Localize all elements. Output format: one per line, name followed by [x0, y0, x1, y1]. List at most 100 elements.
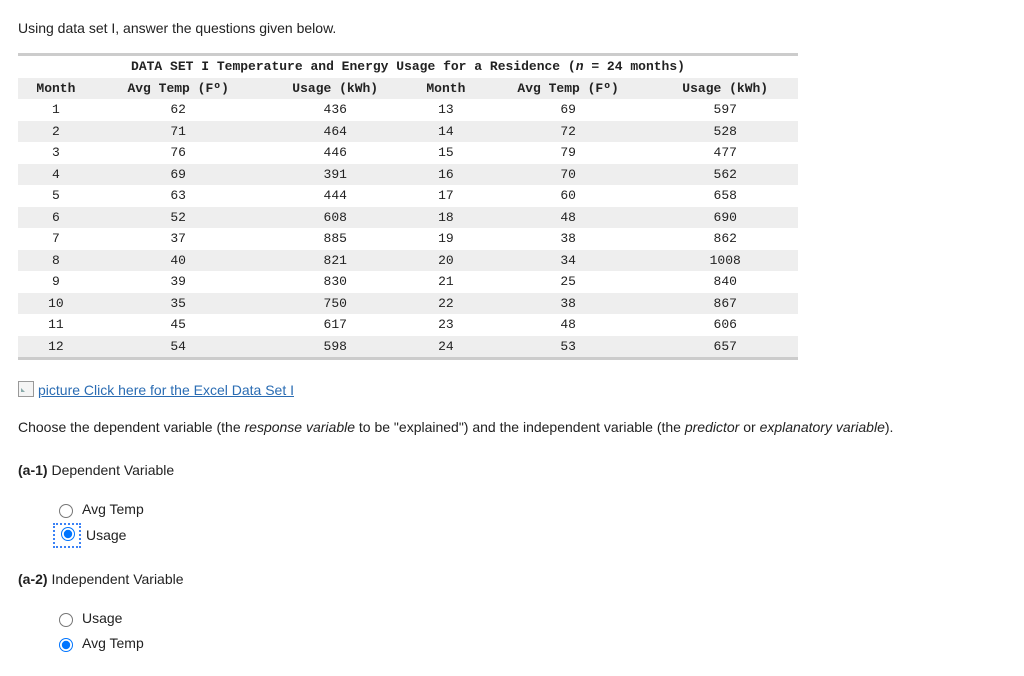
table-cell: 436 [262, 99, 407, 121]
table-cell: 72 [484, 121, 653, 143]
question-text: Choose the dependent variable (the respo… [18, 417, 1006, 438]
table-cell: 840 [652, 271, 798, 293]
table-cell: 37 [94, 228, 263, 250]
table-cell: 17 [408, 185, 484, 207]
table-cell: 69 [94, 164, 263, 186]
excel-link[interactable]: picture Click here for the Excel Data Se… [18, 380, 1006, 401]
table-cell: 21 [408, 271, 484, 293]
a2-options: Usage Avg Temp [54, 608, 1006, 654]
table-cell: 391 [262, 164, 407, 186]
table-row: 3764461579477 [18, 142, 798, 164]
a1-option-label: Avg Temp [82, 499, 144, 520]
table-cell: 38 [484, 228, 653, 250]
a2-option-label: Usage [82, 608, 122, 629]
col-header: Avg Temp (Fº) [94, 78, 263, 100]
a2-option[interactable]: Usage [54, 608, 1006, 629]
table-row: 12545982453657 [18, 336, 798, 359]
table-cell: 617 [262, 314, 407, 336]
data-table: DATA SET I Temperature and Energy Usage … [18, 53, 798, 360]
table-cell: 5 [18, 185, 94, 207]
table-cell: 12 [18, 336, 94, 359]
table-cell: 63 [94, 185, 263, 207]
a2-option[interactable]: Avg Temp [54, 633, 1006, 654]
table-cell: 657 [652, 336, 798, 359]
table-cell: 19 [408, 228, 484, 250]
a2-radio[interactable] [59, 613, 73, 627]
table-cell: 477 [652, 142, 798, 164]
table-cell: 867 [652, 293, 798, 315]
table-cell: 34 [484, 250, 653, 272]
table-row: 6526081848690 [18, 207, 798, 229]
col-header: Month [408, 78, 484, 100]
a1-option[interactable]: Usage [54, 524, 1006, 547]
table-cell: 464 [262, 121, 407, 143]
table-cell: 53 [484, 336, 653, 359]
table-row: 11456172348606 [18, 314, 798, 336]
table-cell: 598 [262, 336, 407, 359]
table-cell: 1008 [652, 250, 798, 272]
table-cell: 830 [262, 271, 407, 293]
table-cell: 750 [262, 293, 407, 315]
table-cell: 658 [652, 185, 798, 207]
table-cell: 562 [652, 164, 798, 186]
a2-radio[interactable] [59, 638, 73, 652]
table-cell: 70 [484, 164, 653, 186]
a1-option-label: Usage [86, 525, 126, 546]
col-header: Month [18, 78, 94, 100]
table-cell: 38 [484, 293, 653, 315]
a2-option-label: Avg Temp [82, 633, 144, 654]
table-cell: 4 [18, 164, 94, 186]
table-cell: 62 [94, 99, 263, 121]
table-cell: 40 [94, 250, 263, 272]
table-cell: 54 [94, 336, 263, 359]
table-cell: 1 [18, 99, 94, 121]
table-cell: 597 [652, 99, 798, 121]
table-cell: 13 [408, 99, 484, 121]
table-cell: 79 [484, 142, 653, 164]
table-cell: 22 [408, 293, 484, 315]
subquestion-a2: (a-2) Independent Variable [18, 569, 1006, 590]
table-row: 7378851938862 [18, 228, 798, 250]
table-cell: 7 [18, 228, 94, 250]
table-header-row: Month Avg Temp (Fº) Usage (kWh) Month Av… [18, 78, 798, 100]
a1-options: Avg Temp Usage [54, 499, 1006, 547]
table-cell: 48 [484, 314, 653, 336]
table-cell: 20 [408, 250, 484, 272]
table-cell: 606 [652, 314, 798, 336]
picture-icon [18, 381, 34, 397]
a1-radio[interactable] [61, 527, 75, 541]
table-cell: 71 [94, 121, 263, 143]
table-cell: 45 [94, 314, 263, 336]
table-cell: 608 [262, 207, 407, 229]
table-cell: 8 [18, 250, 94, 272]
table-cell: 10 [18, 293, 94, 315]
table-cell: 9 [18, 271, 94, 293]
table-cell: 446 [262, 142, 407, 164]
col-header: Usage (kWh) [262, 78, 407, 100]
a1-option[interactable]: Avg Temp [54, 499, 1006, 520]
table-cell: 60 [484, 185, 653, 207]
table-row: 4693911670562 [18, 164, 798, 186]
table-title: DATA SET I Temperature and Energy Usage … [18, 55, 798, 78]
table-cell: 23 [408, 314, 484, 336]
a1-radio[interactable] [59, 504, 73, 518]
table-cell: 69 [484, 99, 653, 121]
table-cell: 6 [18, 207, 94, 229]
table-cell: 14 [408, 121, 484, 143]
table-row: 10357502238867 [18, 293, 798, 315]
table-cell: 52 [94, 207, 263, 229]
table-cell: 48 [484, 207, 653, 229]
table-cell: 16 [408, 164, 484, 186]
col-header: Usage (kWh) [652, 78, 798, 100]
table-cell: 862 [652, 228, 798, 250]
table-row: 9398302125840 [18, 271, 798, 293]
table-row: 1624361369597 [18, 99, 798, 121]
table-cell: 18 [408, 207, 484, 229]
table-cell: 11 [18, 314, 94, 336]
table-row: 2714641472528 [18, 121, 798, 143]
table-cell: 821 [262, 250, 407, 272]
table-row: 5634441760658 [18, 185, 798, 207]
table-cell: 2 [18, 121, 94, 143]
table-cell: 76 [94, 142, 263, 164]
table-cell: 444 [262, 185, 407, 207]
